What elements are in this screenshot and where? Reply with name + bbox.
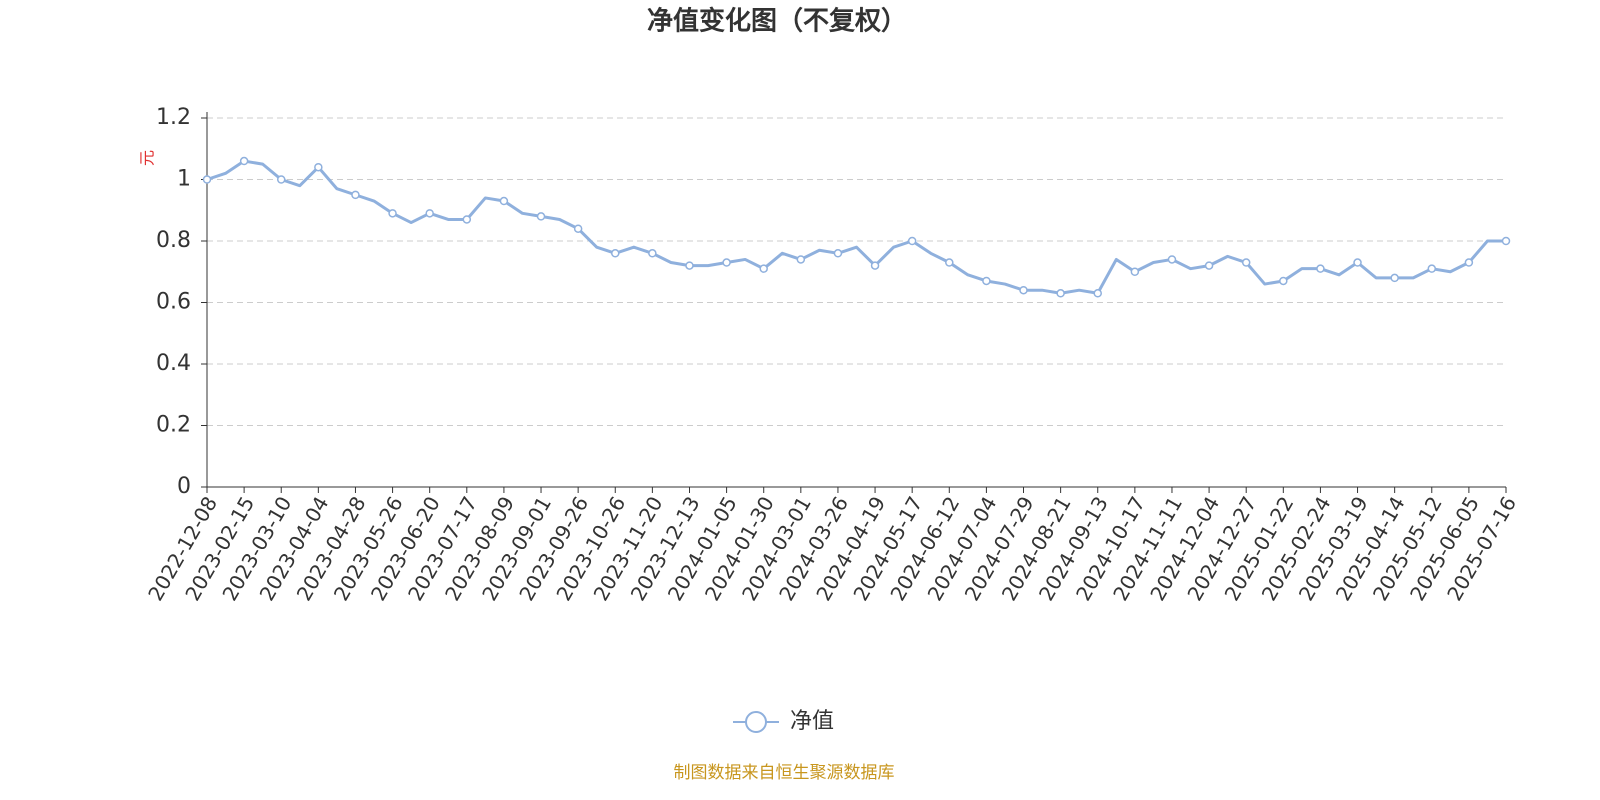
y-tick-label: 1.2 <box>156 105 191 130</box>
point-marker <box>1316 264 1325 273</box>
point-marker <box>648 249 657 258</box>
point-marker <box>314 162 323 172</box>
point-marker <box>1279 276 1288 286</box>
point-marker <box>685 261 694 270</box>
point-marker <box>425 209 434 218</box>
y-axis-label: 元 <box>138 150 157 166</box>
y-tick-label: 0.4 <box>156 351 191 376</box>
point-marker <box>833 249 843 258</box>
point-marker <box>1390 273 1399 283</box>
point-marker <box>462 215 472 224</box>
point-marker <box>796 255 806 264</box>
point-marker <box>759 264 768 273</box>
y-tick-label: 0.8 <box>156 228 191 253</box>
point-marker <box>536 212 546 221</box>
legend-swatch-marker <box>745 711 767 733</box>
point-marker <box>1093 289 1102 298</box>
point-marker <box>276 175 286 184</box>
point-marker <box>499 196 509 206</box>
point-marker <box>1427 264 1437 273</box>
y-tick-label: 0.6 <box>156 290 191 315</box>
point-marker <box>722 258 731 267</box>
chart-title: 净值变化图（不复权） <box>647 6 907 37</box>
point-marker <box>202 175 212 184</box>
point-marker <box>907 236 917 246</box>
point-marker <box>1130 267 1140 276</box>
point-marker <box>945 258 954 267</box>
y-tick-label: 0.2 <box>156 413 191 438</box>
point-marker <box>1167 255 1177 264</box>
point-marker <box>1019 285 1028 295</box>
point-marker <box>351 190 360 200</box>
point-marker <box>1241 258 1251 267</box>
legend-label: 净值 <box>790 709 834 734</box>
point-marker <box>1464 258 1474 267</box>
point-marker <box>1204 261 1214 270</box>
y-tick-label: 1 <box>177 167 191 192</box>
series-line <box>206 159 1506 295</box>
point-marker <box>611 249 620 258</box>
point-marker <box>1353 258 1362 267</box>
y-tick-label: 0 <box>177 474 191 499</box>
point-marker <box>982 276 991 286</box>
point-marker <box>870 261 880 270</box>
point-marker <box>388 209 397 218</box>
point-marker <box>573 224 583 233</box>
point-marker <box>239 156 249 166</box>
point-marker <box>1501 236 1511 246</box>
point-marker <box>1056 289 1065 298</box>
source-note: 制图数据来自恒生聚源数据库 <box>674 763 895 783</box>
